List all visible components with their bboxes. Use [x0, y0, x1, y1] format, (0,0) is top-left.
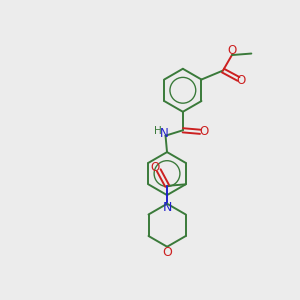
Text: O: O: [237, 74, 246, 87]
Text: H: H: [154, 127, 161, 136]
Text: O: O: [227, 44, 237, 57]
Text: O: O: [162, 246, 172, 259]
Text: N: N: [160, 128, 169, 140]
Text: N: N: [162, 201, 172, 214]
Text: O: O: [150, 161, 159, 174]
Text: O: O: [200, 125, 209, 138]
